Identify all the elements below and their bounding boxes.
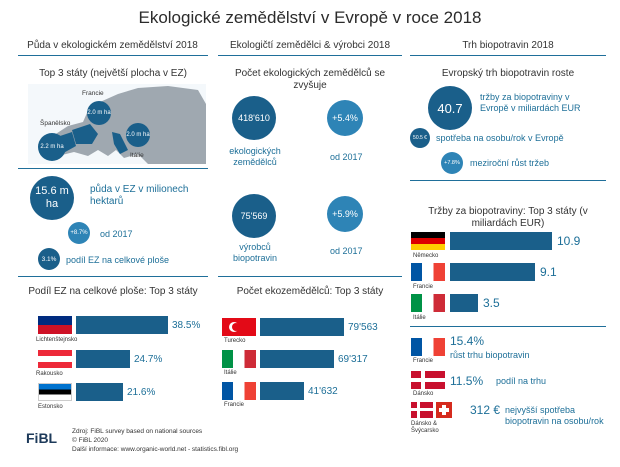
fact-text: podíl na trhu — [496, 376, 547, 386]
market-top3-bar — [450, 263, 535, 281]
flag-germany-icon — [411, 232, 445, 250]
flag-turkey-icon — [222, 318, 256, 336]
divider — [218, 55, 402, 56]
processors-text: výrobců biopotravin — [232, 242, 278, 263]
flag-liechtenstein-icon — [38, 316, 72, 334]
share-bar — [76, 383, 123, 401]
market-top3-value: 3.5 — [483, 296, 500, 310]
area-text: půda v EZ v milionech hektarů — [90, 184, 189, 207]
percap-text: spotřeba na osobu/rok v Evropě — [436, 133, 564, 143]
market-growth-text: meziroční růst tržeb — [470, 158, 550, 168]
map-label-italy: Itálie — [130, 152, 144, 159]
map-label-france: Francie — [82, 90, 104, 97]
column-header-land: Půda v ekologickém zemědělství 2018 — [27, 40, 198, 51]
map-value-france: 2.0 m ha — [87, 101, 111, 125]
divider — [18, 55, 208, 56]
producers-text: ekologických zemědělců — [229, 146, 281, 167]
share-country: Lichtenštejnsko — [36, 337, 78, 343]
farmer-bar — [260, 318, 344, 336]
divider — [18, 168, 208, 169]
fact-country: Dánsko — [413, 391, 434, 397]
fact-value: 11.5% — [450, 374, 484, 388]
divider — [410, 326, 606, 327]
farmer-bar — [260, 350, 334, 368]
share-circle: 3.1% — [38, 248, 60, 270]
land-growth-text: od 2017 — [100, 229, 133, 239]
producers-growth-circle: +5.4% — [327, 100, 363, 136]
divider — [410, 55, 606, 56]
market-heading: Evropský trh biopotravin roste — [441, 68, 575, 79]
flag-estonia-icon — [38, 383, 72, 401]
flag-france-icon — [411, 338, 445, 356]
share-bar — [76, 316, 168, 334]
processors-growth-text: od 2017 — [330, 246, 363, 256]
market-top3-value: 9.1 — [540, 265, 557, 279]
flag-france-icon — [222, 382, 256, 400]
flag-switzerland-icon — [436, 402, 452, 418]
sales-text: tržby za biopotraviny v Evropě v miliard… — [480, 92, 581, 113]
processors-circle: 75'569 — [232, 194, 276, 238]
fact-value: 15.4% — [450, 334, 485, 348]
map-value-italy: 2.0 m ha — [126, 123, 150, 147]
market-top3-country: Německo — [413, 253, 439, 259]
market-top3-bar — [450, 232, 552, 250]
producers-circle: 418'610 — [232, 96, 276, 140]
flag-italy-icon — [222, 350, 256, 368]
flag-denmark-icon — [411, 371, 445, 389]
farmer-country: Turecko — [224, 338, 246, 344]
divider — [410, 180, 606, 181]
share-country: Estonsko — [38, 404, 63, 410]
farmer-top3-heading: Počet ekozemědělců: Top 3 státy — [236, 286, 384, 297]
land-growth-circle: +8.7% — [68, 222, 90, 244]
share-value: 24.7% — [134, 354, 163, 365]
flag-austria-icon — [38, 350, 72, 368]
fact-text: nejvyšší spotřeba biopotravin na osobu/r… — [505, 405, 604, 426]
market-top3-value: 10.9 — [557, 234, 581, 248]
divider — [18, 276, 208, 277]
area-circle: 15.6 m ha — [30, 176, 74, 220]
divider — [218, 276, 402, 277]
farmer-country: Itálie — [224, 370, 237, 376]
farmer-value: 79'563 — [348, 322, 378, 333]
map-label-spain: Španělsko — [40, 120, 71, 127]
share-value: 21.6% — [127, 387, 156, 398]
market-growth-circle: +7.8% — [441, 152, 463, 174]
farmers-heading: Počet ekologických zemědělců se zvyšuje — [234, 68, 386, 91]
land-top3-heading: Top 3 státy (největší plocha v EZ) — [39, 68, 187, 79]
column-header-farmers: Ekologičtí zemědělci & výrobci 2018 — [229, 40, 391, 51]
farmer-country: Francie — [224, 402, 245, 408]
share-country: Rakousko — [36, 371, 63, 377]
farmer-value: 41'632 — [308, 386, 338, 397]
map-value-spain: 2.2 m ha — [38, 133, 66, 161]
share-top3-heading: Podíl EZ na celkové ploše: Top 3 státy — [28, 286, 198, 297]
footer-more-info: Další informace: www.organic-world.net -… — [72, 446, 239, 453]
market-top3-country: Francie — [413, 284, 434, 290]
fact-country: Dánsko & Švýcarsko — [411, 421, 439, 434]
farmer-bar — [260, 382, 304, 400]
flag-italy-icon — [411, 294, 445, 312]
farmer-value: 69'317 — [338, 354, 368, 365]
market-top3-country: Itálie — [413, 315, 426, 321]
fact-text: růst trhu biopotravin — [450, 350, 530, 360]
processors-growth-circle: +5.9% — [327, 196, 363, 232]
percap-circle: 50.5 € — [410, 128, 430, 148]
page-title: Ekologické zemědělství v Evropě v roce 2… — [138, 8, 482, 27]
fact-value: 312 € — [470, 403, 501, 417]
share-text: podíl EZ na celkové ploše — [66, 255, 170, 265]
market-top3-heading: Tržby za biopotraviny: Top 3 státy (v mi… — [428, 206, 588, 229]
flag-denmark-icon — [411, 402, 433, 418]
sales-circle: 40.7 — [428, 86, 472, 130]
footer-source: Zdroj: FiBL survey based on national sou… — [72, 428, 203, 435]
fact-country: Francie — [413, 358, 434, 364]
column-header-market: Trh biopotravin 2018 — [462, 40, 554, 51]
market-top3-bar — [450, 294, 478, 312]
footer-copyright: © FiBL 2020 — [72, 437, 108, 444]
share-bar — [76, 350, 130, 368]
fibl-logo: FiBL — [26, 430, 58, 446]
share-value: 38.5% — [172, 320, 201, 331]
producers-growth-text: od 2017 — [330, 152, 363, 162]
flag-france-icon — [411, 263, 445, 281]
